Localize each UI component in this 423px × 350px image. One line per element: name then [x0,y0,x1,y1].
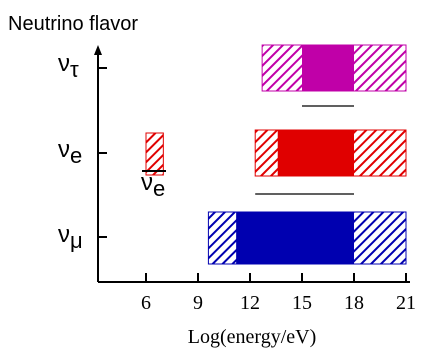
x-tick-label: 9 [193,292,203,314]
axes: 6 9 12 15 18 21 [94,45,416,314]
x-tick-label: 12 [240,292,260,314]
solid-range-bar [302,45,354,91]
row-label: νe [58,136,82,168]
x-tick-label: 15 [292,292,312,314]
bars [145,44,407,265]
y-axis-arrow-icon [94,45,102,55]
solid-range-bar [236,212,354,264]
hatched-range-bar [145,132,164,176]
x-axis-title: Log(energy/eV) [188,326,316,348]
solid-range-bar [277,130,354,176]
row-labels: ντ νe νe νμ [58,50,166,253]
y-axis-title: Neutrino flavor [8,13,138,35]
row-label: νe [141,169,165,201]
x-tick-label: 21 [396,292,416,314]
x-tick-label: 18 [344,292,364,314]
x-tick-label: 6 [141,292,151,314]
row-label: ντ [58,50,79,82]
row-label: νμ [58,221,83,253]
